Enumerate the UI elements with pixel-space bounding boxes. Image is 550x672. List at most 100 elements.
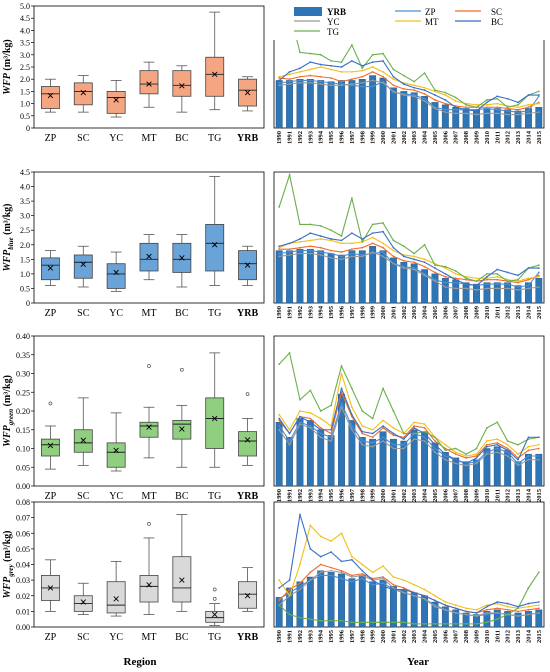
series-point-tg <box>382 52 384 55</box>
series-point-yc <box>465 613 468 616</box>
series-point-zp <box>371 252 374 255</box>
series-point-zp <box>496 108 499 111</box>
box-yc <box>106 412 126 472</box>
series-point-sc <box>361 572 364 575</box>
bar-yrb <box>504 282 512 304</box>
series-point-mt <box>465 607 468 610</box>
series-point-yc <box>299 81 301 84</box>
series-point-mt <box>330 239 333 242</box>
y-tick-label: 0.01 <box>16 607 30 616</box>
bar-yrb <box>410 263 418 304</box>
outlier-point <box>147 522 151 526</box>
year-tick-label: 2005 <box>432 305 439 319</box>
mean-marker <box>179 255 185 261</box>
series-point-zp <box>517 111 519 114</box>
year-tick-label: 2007 <box>453 305 460 319</box>
year-tick-label: 1994 <box>318 305 325 319</box>
series-point-sc <box>319 246 322 249</box>
series-point-yc <box>309 426 312 429</box>
series-point-tg <box>485 621 488 624</box>
series-point-mt <box>299 563 301 566</box>
series-point-zp <box>278 425 281 427</box>
year-tick-label: 2005 <box>432 130 439 144</box>
bar-yrb <box>348 420 356 487</box>
bar-yrb <box>306 576 314 628</box>
series-point-mt <box>475 453 478 456</box>
y-label-main: WFP <box>2 72 13 95</box>
series-point-yc <box>309 579 312 582</box>
year-tick-label: 2003 <box>411 305 418 319</box>
bar-yrb <box>379 579 387 628</box>
series-point-bc <box>527 267 530 269</box>
outlier-point <box>212 587 217 592</box>
year-tick-label: 1997 <box>349 629 356 643</box>
series-point-tg <box>309 618 312 621</box>
series-point-sc <box>382 426 384 429</box>
category-label: YC <box>109 491 123 502</box>
year-tick-label: 2003 <box>411 629 418 643</box>
category-label: SC <box>77 308 90 319</box>
panels-group: 0 0.5 1.0 1.5 2.0 2.5 3.0 3.5 4.0 4.5 5.0 WFP (m³/k… <box>2 2 545 643</box>
series-point-tg <box>361 240 364 243</box>
bar-yrb <box>275 597 283 628</box>
year-tick-label: 2002 <box>401 306 408 319</box>
series-point-mt <box>299 70 301 73</box>
series-point-mt <box>382 70 384 73</box>
y-tick-label: 0.5 <box>20 112 30 121</box>
series-point-mt <box>527 605 530 608</box>
bar-yrb <box>327 253 335 304</box>
box-iqr <box>106 91 126 114</box>
year-tick-label: 2000 <box>380 306 387 319</box>
bar-yrb <box>379 431 387 487</box>
series-point-yc <box>319 83 322 85</box>
box-iqr <box>205 610 225 623</box>
year-tick-label: 2013 <box>515 130 522 144</box>
series-point-bc <box>475 456 478 459</box>
bar-yrb <box>390 87 397 129</box>
year-tick-label: 1990 <box>276 131 283 144</box>
year-tick-label: 1990 <box>276 306 283 319</box>
series-point-mt <box>485 103 488 106</box>
year-tick-label: 2011 <box>494 630 501 643</box>
series-point-sc <box>485 106 488 109</box>
year-tick-label: 1996 <box>339 488 346 502</box>
series-point-tg <box>288 613 291 616</box>
bar-yrb <box>400 440 408 487</box>
category-label: SC <box>77 632 90 643</box>
box-iqr <box>205 223 225 272</box>
series-point-sc <box>434 271 436 274</box>
year-tick-label: 1998 <box>359 629 366 643</box>
series-point-zp <box>454 281 457 284</box>
year-tick-label: 2001 <box>390 306 397 319</box>
series-point-zp <box>537 455 540 457</box>
series-point-yc <box>382 577 384 580</box>
bar-yrb <box>327 435 335 487</box>
y-tick-label: 0.30 <box>16 370 30 379</box>
series-point-yc <box>382 255 384 258</box>
bar-yrb <box>400 589 408 628</box>
year-tick-label: 1996 <box>339 629 346 643</box>
series-point-mt <box>423 588 426 591</box>
year-tick-label: 2007 <box>453 130 460 144</box>
series-point-mt <box>371 571 374 574</box>
y-label-unit: (m³/kg) <box>2 375 13 409</box>
box-tg <box>205 352 225 468</box>
series-point-yc <box>517 113 519 116</box>
bar-yrb <box>483 108 491 129</box>
series-point-sc <box>506 447 509 450</box>
category-label: MT <box>142 491 157 502</box>
bar-yrb <box>275 80 283 129</box>
series-point-bc <box>506 97 509 100</box>
box-zp <box>40 250 60 286</box>
series-point-bc <box>319 63 322 66</box>
series-point-zp <box>382 251 384 253</box>
series-point-bc <box>319 428 322 431</box>
series-point-mt <box>299 240 301 243</box>
y-axis-label: WFP (m³/kg) <box>2 39 13 95</box>
year-tick-label: 2015 <box>536 305 543 319</box>
year-tick-label: 2015 <box>536 130 543 144</box>
series-point-yc <box>475 615 478 617</box>
series-point-bc <box>496 443 499 446</box>
series-point-sc <box>350 248 353 251</box>
series-point-sc <box>434 440 436 442</box>
